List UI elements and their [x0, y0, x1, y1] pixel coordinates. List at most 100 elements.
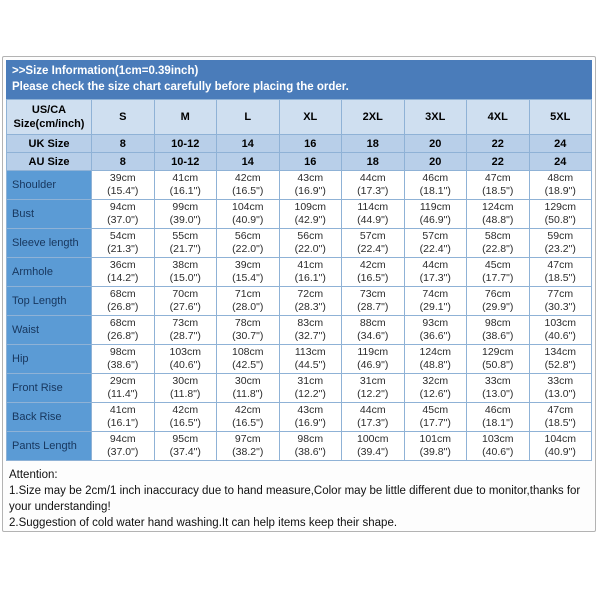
measurement-inch: (46.9"): [357, 359, 389, 371]
measurement-cell: 93cm (36.6"): [403, 315, 467, 345]
measurement-cell: 114cm (44.9"): [341, 199, 405, 229]
measurement-row: Shoulder 39cm (15.4") 41cm (16.1") 42cm (16.5"…: [6, 170, 592, 200]
measurement-cell: 45cm (17.7"): [403, 402, 467, 432]
measurement-inch: (26.8"): [107, 330, 139, 342]
attention-note-2: 2.Suggestion of cold water hand washing.…: [9, 517, 398, 529]
measurement-cm: 33cm: [547, 375, 574, 387]
region-size-cell: 14: [216, 134, 280, 153]
measurement-cm: 47cm: [484, 172, 511, 184]
measurement-cell: 94cm (37.0"): [91, 431, 155, 461]
measurement-cm: 134cm: [544, 346, 576, 358]
size-column-header: 3XL: [403, 99, 467, 135]
size-column-header: 2XL: [341, 99, 405, 135]
measurement-cell: 104cm (40.9"): [216, 199, 280, 229]
measurement-inch: (12.2"): [357, 388, 389, 400]
measurement-cm: 47cm: [547, 259, 574, 271]
region-size-cell: 16: [278, 134, 342, 153]
measurement-cell: 129cm (50.8"): [528, 199, 592, 229]
measurement-cell: 31cm (12.2"): [341, 373, 405, 403]
measurement-inch: (11.4"): [107, 388, 138, 400]
measurement-cell: 45cm (17.7"): [466, 257, 530, 287]
measurement-cm: 46cm: [422, 172, 449, 184]
measurement-inch: (50.8"): [482, 359, 514, 371]
measurement-inch: (32.7"): [294, 330, 326, 342]
measurement-cm: 104cm: [231, 201, 264, 213]
measurement-cell: 41cm (16.1"): [153, 170, 217, 200]
measurement-cell: 29cm (11.4"): [91, 373, 155, 403]
measurement-cell: 72cm (28.3"): [278, 286, 342, 316]
measurement-inch: (50.8"): [544, 214, 576, 226]
measurement-cm: 44cm: [359, 172, 386, 184]
corner-header-line2: Size(cm/inch): [13, 118, 85, 130]
measurement-cm: 44cm: [359, 404, 386, 416]
measurement-cm: 31cm: [359, 375, 386, 387]
measurement-cm: 45cm: [422, 404, 449, 416]
region-size-cell: 20: [403, 152, 467, 171]
measurement-cm: 47cm: [547, 404, 574, 416]
measurement-cm: 73cm: [359, 288, 386, 300]
measurement-inch: (48.8"): [482, 214, 514, 226]
region-size-cell: 24: [528, 152, 592, 171]
measurement-inch: (16.9"): [294, 185, 326, 197]
measurement-inch: (30.3"): [544, 301, 576, 313]
attention-title: Attention:: [9, 469, 58, 481]
measurement-cell: 42cm (16.5"): [341, 257, 405, 287]
measurement-inch: (17.3"): [357, 185, 389, 197]
measurement-cell: 56cm (22.0"): [278, 228, 342, 258]
measurement-cell: 47cm (18.5"): [466, 170, 530, 200]
region-size-cell: 14: [216, 152, 280, 171]
size-column-header: 5XL: [528, 99, 592, 135]
measurement-cell: 59cm (23.2"): [528, 228, 592, 258]
measurement-cell: 41cm (16.1"): [278, 257, 342, 287]
measurement-cell: 41cm (16.1"): [91, 402, 155, 432]
region-size-row: UK Size 8 10-12 14 16 18 20 22 24: [6, 134, 592, 153]
measurement-cell: 124cm (48.8"): [403, 344, 467, 374]
measurement-cell: 73cm (28.7"): [153, 315, 217, 345]
measurement-cell: 98cm (38.6"): [466, 315, 530, 345]
measurement-cell: 44cm (17.3"): [341, 170, 405, 200]
measurement-cm: 39cm: [109, 172, 136, 184]
measurement-inch: (16.5"): [232, 185, 264, 197]
measurement-cell: 47cm (18.5"): [528, 402, 592, 432]
measurement-inch: (15.4"): [107, 185, 139, 197]
measurement-inch: (16.5"): [232, 417, 264, 429]
measurement-inch: (37.0"): [107, 214, 139, 226]
measurement-inch: (22.4"): [357, 243, 389, 255]
region-size-cell: 18: [341, 134, 405, 153]
measurement-inch: (39.8"): [419, 446, 451, 458]
measurement-cell: 44cm (17.3"): [341, 402, 405, 432]
measurement-inch: (36.6"): [419, 330, 451, 342]
measurement-inch: (28.7"): [169, 330, 201, 342]
banner-title: >>Size Information(1cm=0.39inch): [12, 65, 199, 77]
region-size-row: AU Size 8 10-12 14 16 18 20 22 24: [6, 152, 592, 171]
measurement-cm: 42cm: [234, 404, 261, 416]
measurement-cm: 101cm: [419, 433, 451, 445]
measurement-inch: (40.6"): [169, 359, 201, 371]
region-size-cell: 22: [466, 152, 530, 171]
measurement-inch: (39.0"): [169, 214, 201, 226]
measurement-cm: 104cm: [544, 433, 576, 445]
measurement-inch: (13.0"): [544, 388, 576, 400]
measurement-cell: 119cm (46.9"): [403, 199, 467, 229]
measurement-row: Waist 68cm (26.8") 73cm (28.7") 78cm (30.7") 83…: [6, 315, 592, 345]
measurement-inch: (17.7"): [482, 272, 514, 284]
measurement-cm: 38cm: [172, 259, 199, 271]
measurement-inch: (16.5"): [357, 272, 389, 284]
measurement-cm: 42cm: [234, 172, 261, 184]
measurement-inch: (44.5"): [294, 359, 326, 371]
measurement-inch: (18.5"): [544, 272, 576, 284]
measurement-row: Pants Length 94cm (37.0") 95cm (37.4") 97cm (3…: [6, 431, 592, 461]
measurement-inch: (16.1"): [294, 272, 326, 284]
measurement-cm: 100cm: [356, 433, 389, 445]
measurement-cm: 36cm: [109, 259, 136, 271]
measurement-cm: 70cm: [172, 288, 199, 300]
measurement-cell: 100cm (39.4"): [341, 431, 405, 461]
corner-header-line1: US/CA: [31, 104, 67, 116]
measurement-cell: 30cm (11.8"): [153, 373, 217, 403]
measurement-cell: 39cm (15.4"): [91, 170, 155, 200]
measurement-cell: 83cm (32.7"): [278, 315, 342, 345]
size-column-header: XL: [278, 99, 342, 135]
measurement-inch: (18.9"): [544, 185, 576, 197]
measurement-inch: (16.1"): [169, 185, 201, 197]
